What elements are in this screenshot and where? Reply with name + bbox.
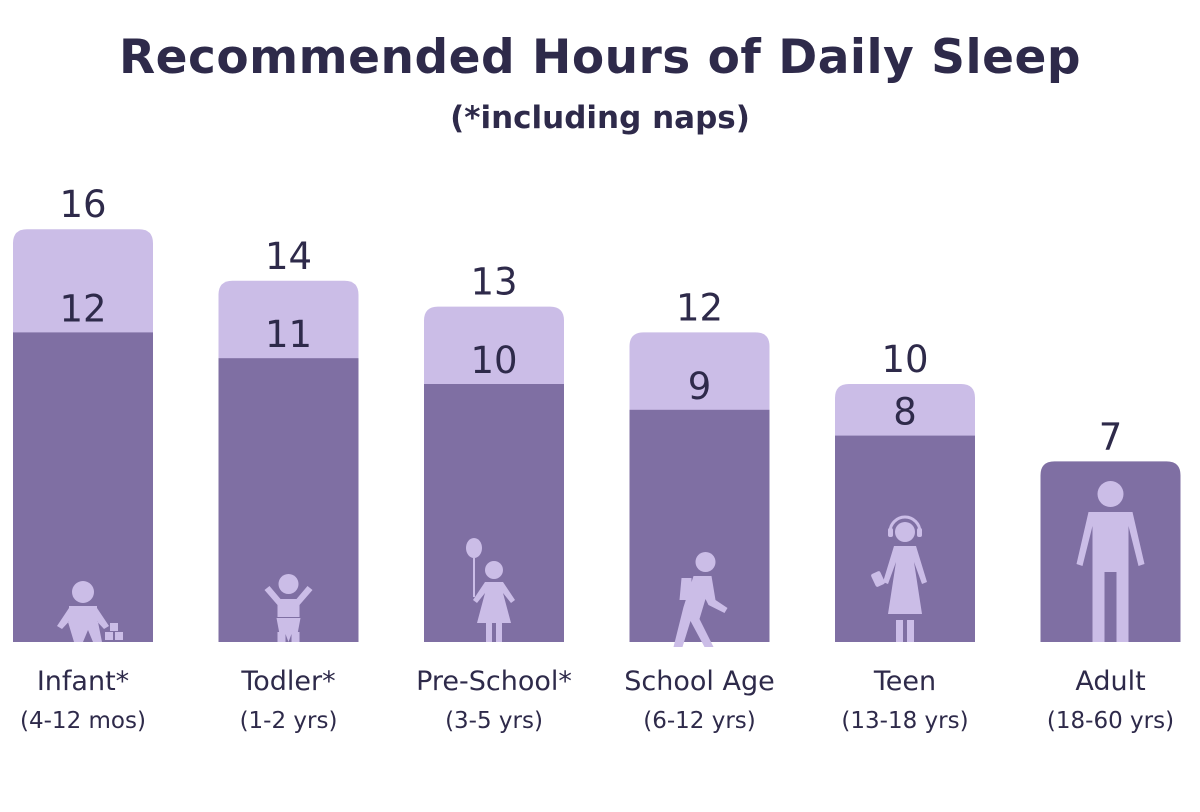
data-label-max-5: 7 [1099, 415, 1123, 458]
teen-with-headphones-icon [871, 515, 927, 642]
category-sublabel-1: (1-2 yrs) [240, 708, 338, 734]
bar-max-0 [13, 229, 153, 347]
toddler-icon [264, 574, 313, 642]
chart-subtitle: (*including naps) [450, 100, 750, 136]
chart-title: Recommended Hours of Daily Sleep [118, 30, 1082, 85]
data-label-max-4: 10 [881, 338, 928, 381]
data-label-max-2: 13 [470, 261, 517, 304]
category-label-1: Todler* [240, 666, 335, 697]
walking-student-icon [673, 552, 728, 647]
data-label-min-1: 11 [265, 313, 312, 356]
adult-icon [1076, 481, 1145, 642]
category-sublabel-5: (18-60 yrs) [1047, 708, 1174, 734]
category-sublabel-3: (6-12 yrs) [643, 708, 756, 734]
bar-max-2 [424, 306, 564, 398]
bar-max-4 [835, 384, 975, 450]
child-with-balloon-icon [466, 538, 515, 642]
category-label-4: Teen [873, 666, 936, 697]
category-label-0: Infant* [37, 666, 129, 697]
data-label-min-0: 12 [59, 287, 106, 330]
category-sublabel-2: (3-5 yrs) [445, 708, 543, 734]
data-label-max-0: 16 [59, 183, 106, 226]
category-sublabel-0: (4-12 mos) [20, 708, 146, 734]
data-label-min-2: 10 [470, 339, 517, 382]
data-label-max-3: 12 [676, 286, 723, 329]
data-label-max-1: 14 [265, 235, 312, 278]
data-label-min-3: 9 [688, 365, 712, 408]
category-sublabel-4: (13-18 yrs) [841, 708, 968, 734]
category-label-3: School Age [624, 666, 774, 697]
category-label-5: Adult [1075, 666, 1145, 697]
bar-max-1 [218, 280, 359, 373]
category-label-2: Pre-School* [416, 666, 572, 697]
data-label-min-4: 8 [893, 391, 917, 434]
baby-icon [57, 581, 123, 642]
bar-min-1 [218, 358, 359, 642]
bar-max-3 [629, 332, 770, 424]
